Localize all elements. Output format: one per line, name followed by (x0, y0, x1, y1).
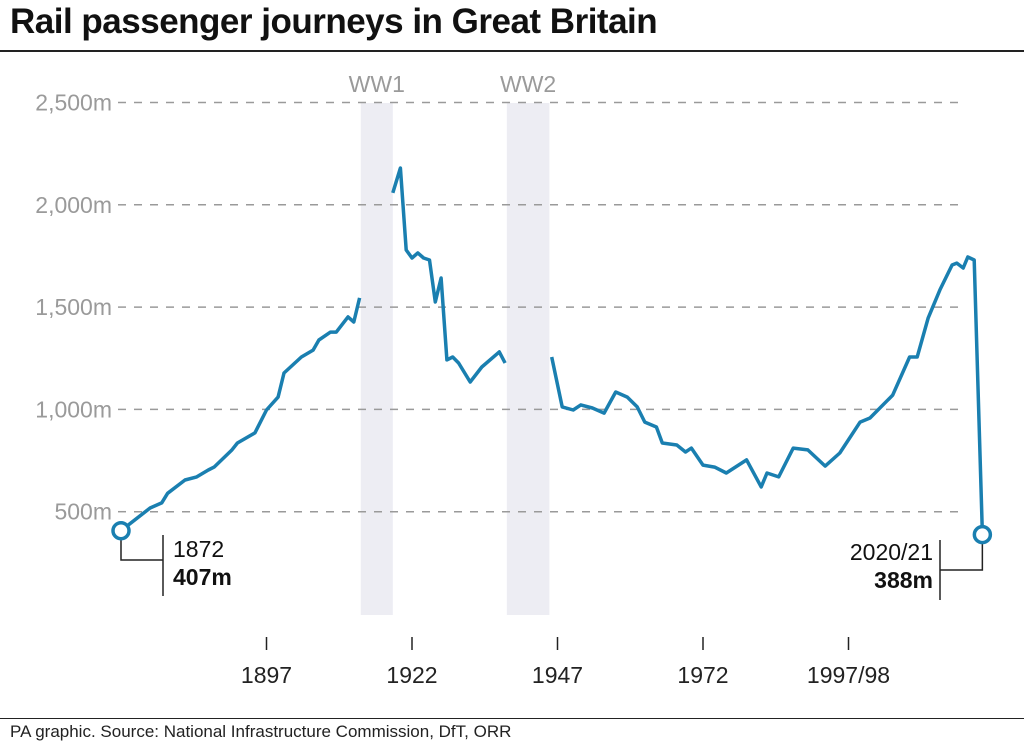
shaded-period-label: WW1 (349, 71, 405, 97)
source-note: PA graphic. Source: National Infrastruct… (10, 722, 512, 741)
series-line-segment-1 (119, 297, 362, 533)
annotation-leader (120, 538, 163, 561)
y-tick-label: 2,500m (35, 90, 112, 116)
y-tick-label: 1,500m (35, 294, 112, 320)
data-point-marker (111, 520, 131, 541)
footer-rule (0, 718, 1024, 719)
series-line-segment-3 (549, 255, 985, 535)
y-tick-label: 1,000m (35, 396, 112, 422)
title-rule (0, 50, 1024, 52)
x-tick-label: 1997/98 (807, 662, 890, 688)
data-point-marker (972, 524, 993, 545)
chart-title: Rail passenger journeys in Great Britain (10, 2, 658, 41)
shaded-period-ww2 (506, 103, 550, 615)
x-tick-label: 1897 (241, 662, 292, 688)
x-tick-label: 1922 (386, 662, 437, 688)
annotation-label: 1872 (173, 536, 224, 562)
y-tick-label: 2,000m (35, 192, 112, 218)
annotation-value: 388m (874, 567, 933, 593)
annotation-value: 407m (173, 564, 232, 590)
x-tick-label: 1972 (677, 662, 728, 688)
shaded-period-ww1 (360, 103, 393, 615)
shaded-period-label: WW2 (500, 71, 556, 97)
series-line-segment-2 (391, 166, 507, 384)
y-tick-label: 500m (54, 499, 112, 525)
x-tick-label: 1947 (532, 662, 583, 688)
annotation-label: 2020/21 (850, 539, 933, 565)
annotation-leader (940, 542, 984, 571)
